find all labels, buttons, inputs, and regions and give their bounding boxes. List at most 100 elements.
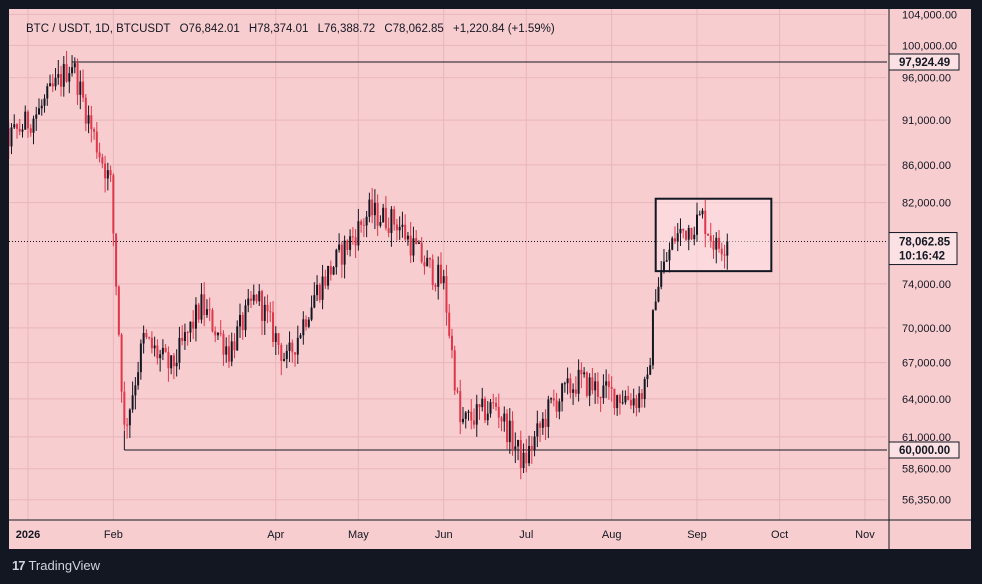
candle-15 [13,114,16,130]
candle-224 [588,373,591,407]
candle-145 [371,187,374,224]
y-tick-label-2: 96,000.00 [902,73,951,85]
candle-54 [120,332,123,403]
candle-252 [665,251,668,263]
candle-152 [390,206,393,247]
candle-161 [415,230,418,245]
candle-247 [651,309,654,370]
candle-194 [506,409,509,450]
candle-35 [68,66,71,94]
candle-234 [616,394,619,416]
candle-206 [539,421,542,442]
candle-122 [307,317,310,329]
candle-231 [607,373,610,400]
candle-106 [263,296,266,335]
candles [9,50,729,480]
candle-225 [591,368,594,395]
candle-153 [393,206,396,231]
candle-142 [362,218,365,238]
price-chart[interactable]: 104,000.00 100,000.00 96,000.00 91,000.00 86… [9,9,971,549]
candle-110 [274,326,277,355]
candle-47 [101,153,104,169]
candle-199 [519,430,522,480]
candle-42 [87,105,90,134]
candle-22 [32,115,35,145]
x-tick-label-2: Apr [267,529,284,541]
candle-27 [46,83,49,106]
candle-92 [225,337,228,363]
candle-205 [536,410,539,448]
candle-60 [137,361,140,390]
candle-93 [227,334,230,368]
candle-232 [610,376,613,402]
candle-263 [696,202,698,242]
price-label-0: 97,924.49 [888,53,960,71]
candle-104 [258,284,261,306]
candle-214 [561,382,564,412]
candle-187 [486,400,489,426]
candle-44 [93,127,96,140]
candle-56 [126,417,129,439]
candle-29 [51,74,54,93]
candle-248 [654,289,657,311]
candle-171 [442,269,445,290]
candle-150 [384,196,387,231]
candle-33 [62,55,65,97]
candle-218 [572,383,575,405]
candle-69 [161,339,164,361]
candle-61 [139,339,142,380]
candle-24 [38,98,41,115]
candle-38 [76,58,79,105]
candle-37 [73,57,76,74]
candle-123 [310,295,313,322]
candle-13 [9,122,10,159]
candle-179 [464,411,467,429]
candle-137 [349,229,352,257]
candle-67 [156,339,159,365]
tradingview-logo[interactable]: 17 TradingView [12,558,100,573]
candle-23 [35,106,38,131]
candle-210 [550,397,553,404]
candle-243 [640,388,643,408]
candle-26 [43,94,46,113]
candle-258 [682,228,685,239]
candle-162 [417,240,420,244]
x-tick-label-4: Jun [435,529,453,541]
candle-151 [387,217,390,238]
candle-28 [49,74,52,87]
candle-148 [379,215,382,228]
candle-101 [250,291,252,308]
candle-126 [318,282,321,303]
candle-246 [649,357,652,376]
candle-108 [269,302,272,322]
price-labels: 97,924.49 60,000.00 78,062.85 10:16:42 [888,53,960,459]
x-axis[interactable]: 2026 Feb Apr May Jun Jul Aug Sep Oct Nov [16,529,875,541]
candle-211 [552,389,555,407]
candle-113 [283,352,286,362]
candle-159 [409,222,412,263]
y-axis[interactable]: 104,000.00 100,000.00 96,000.00 91,000.00 86… [902,9,957,506]
candle-201 [525,439,528,473]
candle-193 [503,406,506,432]
y-tick-label-5: 82,000.00 [902,198,951,210]
candle-249 [657,277,660,303]
candle-190 [495,397,498,411]
candle-132 [335,248,338,275]
candle-229 [602,374,605,404]
grid-lines [9,9,971,549]
candle-89 [216,332,219,340]
x-tick-label-0: 2026 [16,529,40,541]
candle-178 [461,407,464,425]
candle-107 [266,294,269,324]
candle-80 [192,310,195,340]
candle-255 [673,226,676,245]
y-tick-label-0: 104,000.00 [902,9,957,21]
candle-46 [98,142,101,163]
candle-163 [420,237,423,264]
chart-area[interactable]: 104,000.00 100,000.00 96,000.00 91,000.00 86… [9,9,971,549]
candle-87 [211,307,214,333]
candle-196 [511,411,514,456]
candle-64 [148,336,151,340]
candle-265 [701,208,704,219]
candle-256 [676,223,679,252]
